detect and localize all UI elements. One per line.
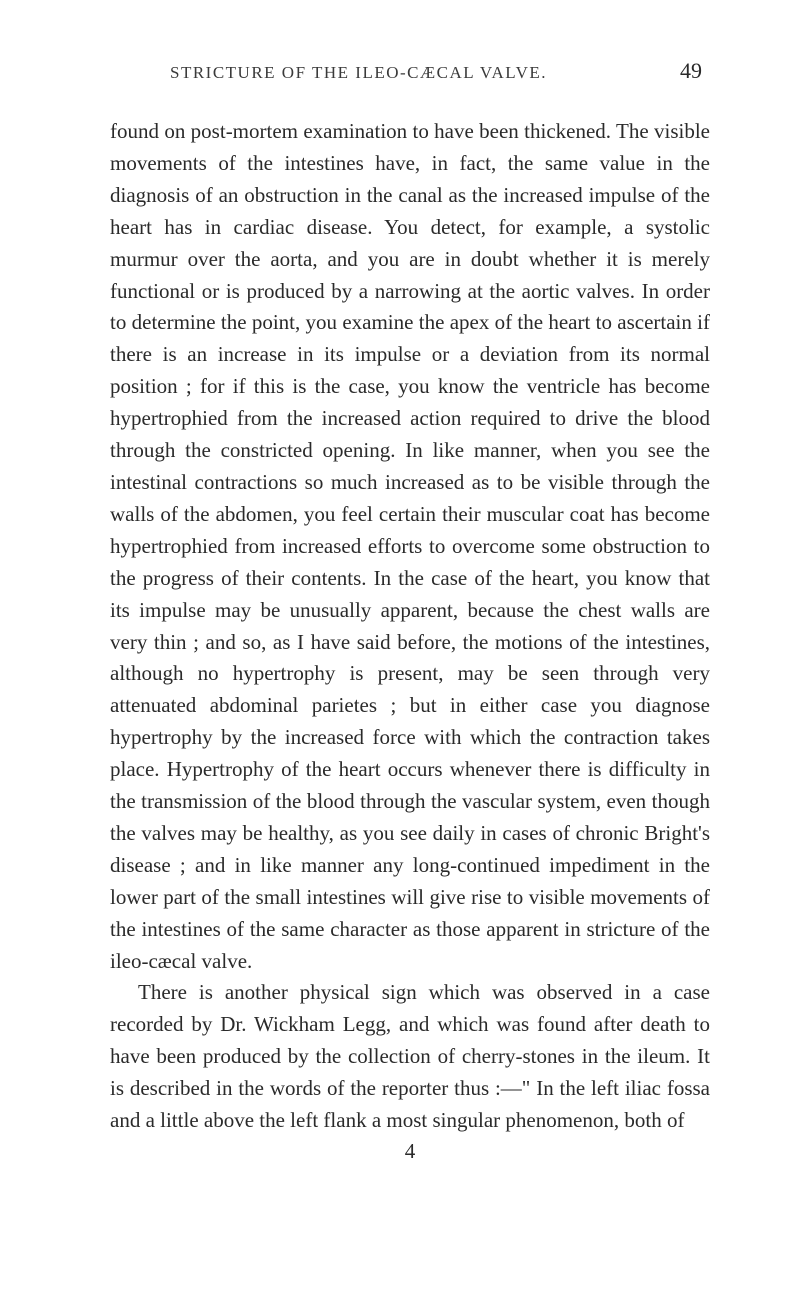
page-number: 49 bbox=[680, 58, 702, 84]
body-text: found on post-mortem examination to have… bbox=[110, 116, 710, 1137]
paragraph-1: found on post-mortem examination to have… bbox=[110, 116, 710, 977]
header-title: STRICTURE OF THE ILEO-CÆCAL VALVE. bbox=[170, 63, 547, 83]
footer-number: 4 bbox=[110, 1139, 710, 1164]
page-header: STRICTURE OF THE ILEO-CÆCAL VALVE. 49 bbox=[110, 58, 710, 84]
paragraph-2: There is another physical sign which was… bbox=[110, 977, 710, 1137]
